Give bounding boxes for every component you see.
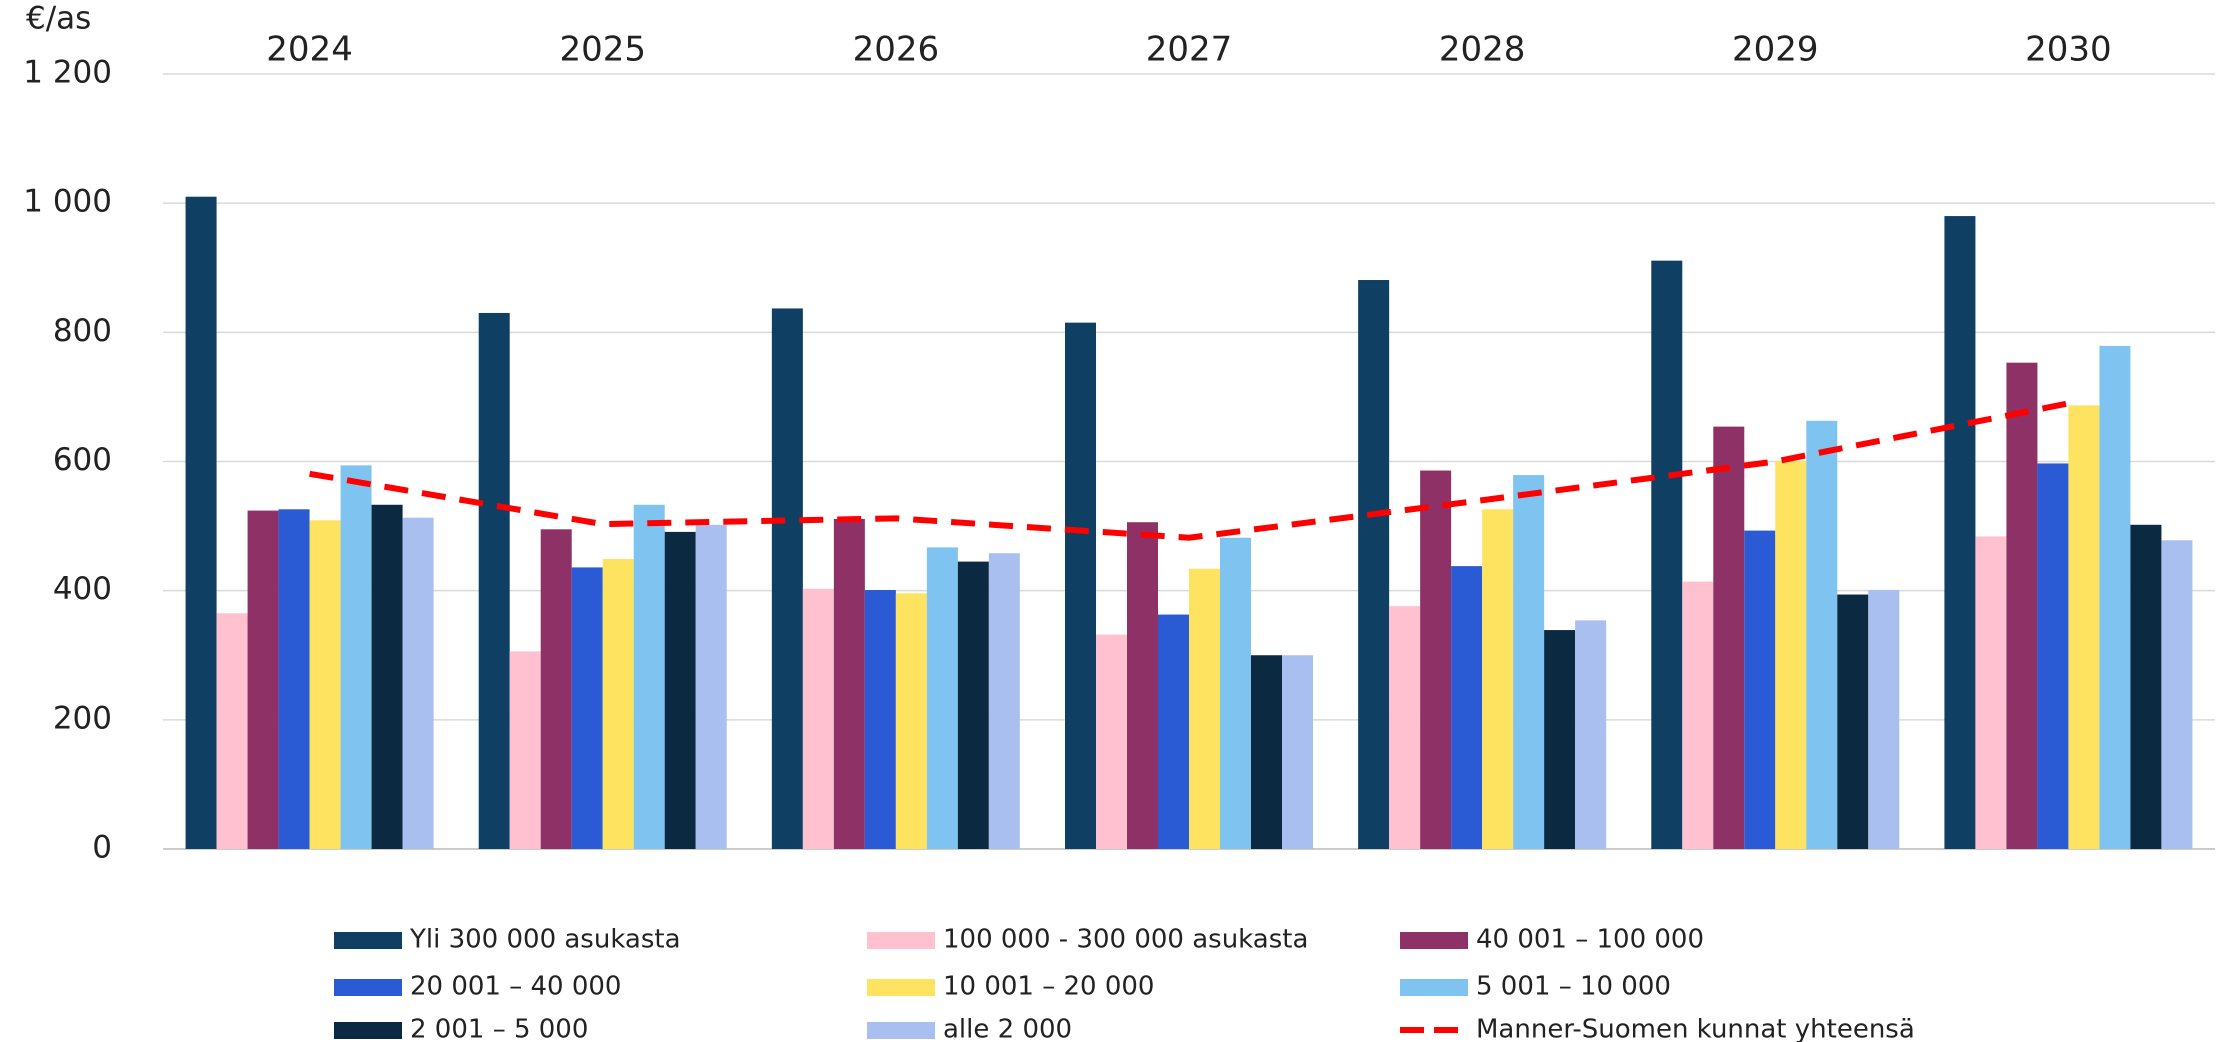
bar: [695, 524, 727, 849]
y-tick-label: 800: [53, 313, 112, 349]
bar: [1451, 566, 1483, 849]
legend-label: Yli 300 000 asukasta: [409, 925, 681, 955]
y-tick-label: 1 200: [23, 55, 112, 91]
bar: [833, 518, 865, 849]
bar: [2099, 345, 2131, 849]
y-tick-label: 600: [53, 442, 112, 478]
bar: [1065, 322, 1096, 849]
bar: [1358, 280, 1390, 849]
legend-swatch: [334, 932, 402, 949]
y-axis-label: €/as: [26, 1, 91, 37]
legend-label: 2 001 – 5 000: [410, 1015, 588, 1042]
bar: [1975, 536, 2007, 849]
bar: [1713, 426, 1745, 849]
bar: [864, 590, 896, 849]
bar: [1806, 420, 1838, 849]
bar: [509, 651, 541, 849]
bar: [402, 517, 434, 849]
bar: [1544, 630, 1576, 849]
bar: [1189, 568, 1220, 849]
bar: [1651, 260, 1683, 849]
bar: [1944, 216, 1976, 850]
legend-label: 40 001 – 100 000: [1476, 925, 1704, 955]
bar: [1251, 655, 1282, 849]
bar: [1868, 590, 1900, 849]
bar: [2161, 540, 2193, 849]
bar: [478, 312, 510, 849]
y-tick-label: 1 000: [23, 184, 112, 220]
bar: [371, 504, 403, 849]
legend-swatch: [1400, 979, 1468, 996]
bar: [2130, 524, 2162, 849]
bar: [771, 308, 803, 849]
legend-label: alle 2 000: [943, 1015, 1072, 1042]
bar: [926, 547, 958, 849]
x-tick-label: 2027: [1146, 30, 1233, 70]
bar: [1220, 537, 1251, 849]
bar: [1837, 594, 1869, 849]
bar: [1096, 634, 1127, 849]
bar: [278, 509, 310, 849]
legend-label: Manner-Suomen kunnat yhteensä: [1476, 1015, 1915, 1042]
legend-label: 20 001 – 40 000: [410, 972, 621, 1002]
bar: [309, 520, 341, 849]
bar: [957, 561, 989, 849]
line-series: [309, 400, 2070, 541]
bar: [540, 529, 572, 849]
y-tick-label: 400: [53, 571, 112, 607]
bar: [571, 567, 603, 849]
legend-label: 5 001 – 10 000: [1476, 972, 1671, 1002]
y-tick-label: 0: [92, 830, 112, 866]
bar: [1744, 530, 1776, 849]
bar: [1282, 655, 1313, 849]
bar: [602, 559, 634, 849]
bar: [664, 531, 696, 849]
bar: [340, 465, 372, 849]
bar: [1127, 522, 1158, 849]
legend-label: 10 001 – 20 000: [943, 972, 1154, 1002]
bar: [1682, 581, 1714, 849]
bar: [1482, 509, 1514, 849]
bar: [802, 588, 834, 849]
bar: [2037, 463, 2069, 849]
legend-swatch: [334, 979, 402, 996]
legend-swatch: [867, 1022, 935, 1039]
bar: [247, 510, 279, 849]
bar: [1389, 606, 1421, 849]
bar: [895, 593, 927, 849]
bar: [216, 613, 248, 849]
x-tick-label: 2025: [559, 30, 646, 70]
bar: [1775, 460, 1807, 849]
x-tick-label: 2028: [1439, 30, 1526, 70]
x-tick-label: 2030: [2025, 30, 2112, 70]
legend-swatch: [867, 932, 935, 949]
x-tick-label: 2024: [266, 30, 353, 70]
bar: [1420, 470, 1452, 849]
bar: [988, 553, 1020, 849]
x-tick-label: 2029: [1732, 30, 1819, 70]
bar: [1158, 614, 1189, 849]
bar: [1513, 475, 1545, 849]
bar: [185, 196, 217, 850]
y-tick-label: 200: [53, 700, 112, 736]
bar: [633, 504, 665, 849]
bar: [2068, 405, 2100, 849]
legend-label: 100 000 - 300 000 asukasta: [943, 925, 1308, 955]
legend-swatch: [867, 979, 935, 996]
bar: [1575, 620, 1607, 849]
legend-swatch: [1400, 932, 1468, 949]
bar: [2006, 362, 2038, 849]
x-tick-label: 2026: [853, 30, 940, 70]
legend-swatch: [334, 1022, 402, 1039]
